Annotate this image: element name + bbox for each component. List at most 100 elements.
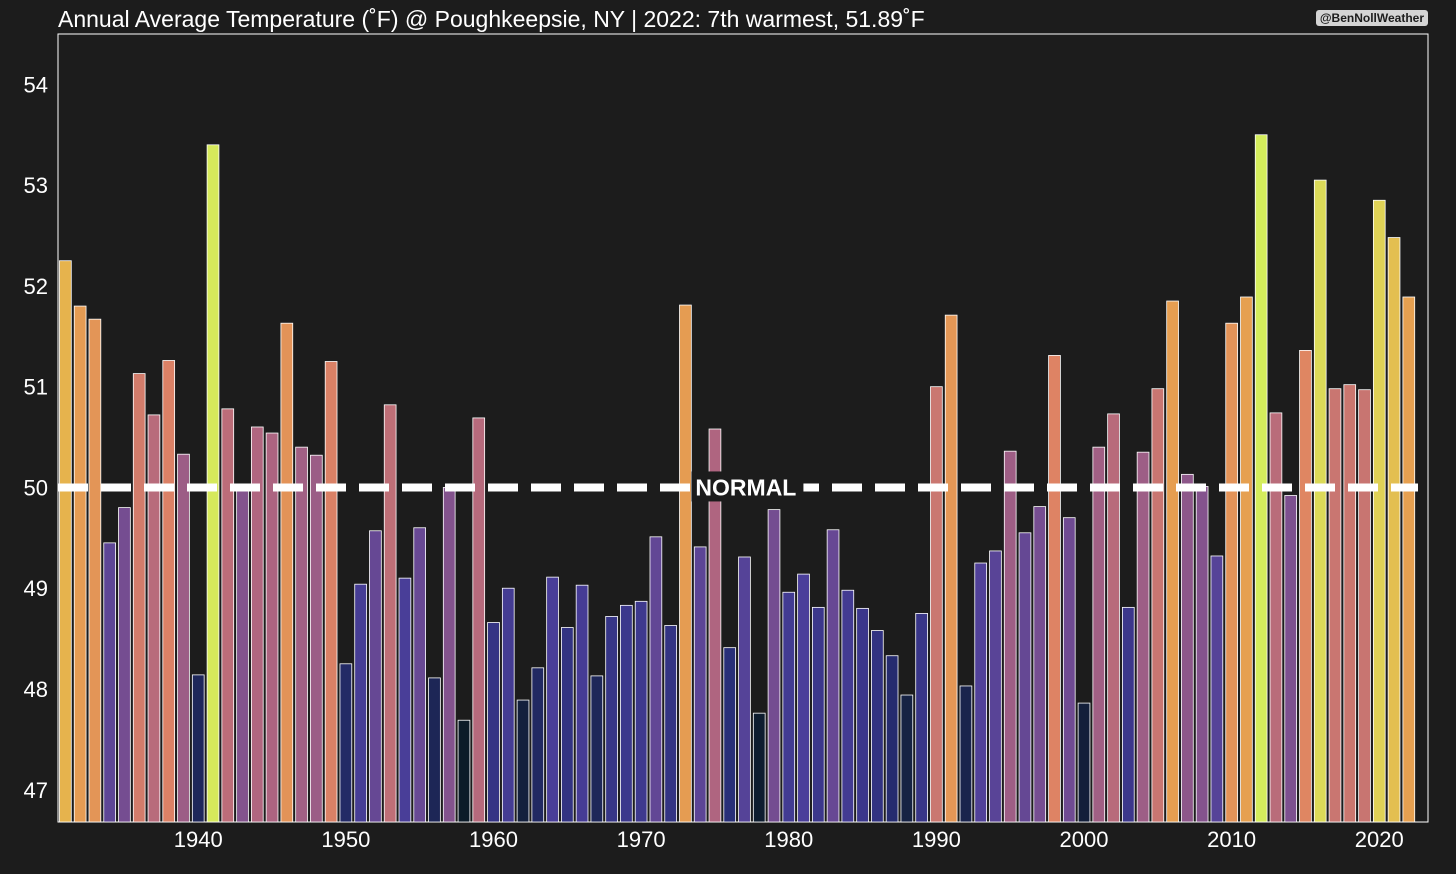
bar-2013 xyxy=(1269,412,1283,823)
normal-label-background xyxy=(691,471,804,502)
bar-1987 xyxy=(885,655,899,823)
bar-1932 xyxy=(73,305,87,823)
bar-1951 xyxy=(354,583,367,823)
chart-title: Annual Average Temperature (˚F) @ Poughk… xyxy=(58,6,925,32)
bar-2011 xyxy=(1240,296,1253,823)
bar-1936 xyxy=(132,373,146,823)
bar-1976 xyxy=(723,647,737,823)
x-tick-label: 1950 xyxy=(321,827,370,852)
normal-line-group: NORMAL xyxy=(58,471,1418,502)
bar-2008 xyxy=(1195,486,1209,823)
x-tick-label: 1980 xyxy=(764,827,813,852)
bar-2014 xyxy=(1284,495,1298,823)
bar-1978 xyxy=(752,712,766,823)
x-tick-label: 1960 xyxy=(469,827,518,852)
bar-2001 xyxy=(1092,446,1106,823)
bar-1959 xyxy=(472,417,486,823)
bar-1996 xyxy=(1018,532,1032,823)
y-tick-label: 50 xyxy=(24,475,48,500)
bar-1972 xyxy=(664,625,677,823)
bar-1999 xyxy=(1062,517,1076,823)
y-tick-label: 47 xyxy=(24,778,48,803)
bar-1945 xyxy=(265,432,279,823)
bar-1971 xyxy=(649,536,663,823)
bars-group xyxy=(59,134,1416,823)
bar-2022 xyxy=(1402,296,1416,823)
bar-1973 xyxy=(679,304,692,823)
bar-1955 xyxy=(413,527,427,823)
bar-2009 xyxy=(1210,555,1224,823)
bar-1935 xyxy=(118,507,131,823)
y-tick-label: 48 xyxy=(24,677,48,702)
bar-1967 xyxy=(590,675,604,823)
bar-1962 xyxy=(516,699,530,823)
bar-1966 xyxy=(575,584,589,823)
bar-2004 xyxy=(1136,451,1150,823)
x-tick-label: 1940 xyxy=(174,827,223,852)
bar-1950 xyxy=(339,663,353,823)
bar-2003 xyxy=(1122,606,1135,823)
y-tick-label: 52 xyxy=(24,274,48,299)
bar-1992 xyxy=(959,685,973,823)
bar-1989 xyxy=(915,613,928,823)
bar-1949 xyxy=(324,361,338,823)
bar-1986 xyxy=(871,630,884,823)
bar-1953 xyxy=(383,404,397,823)
bar-1957 xyxy=(442,487,456,823)
bar-1968 xyxy=(605,616,618,823)
bar-1939 xyxy=(177,453,190,823)
bar-2006 xyxy=(1166,300,1179,823)
bar-1979 xyxy=(767,509,781,823)
y-tick-label: 49 xyxy=(24,576,48,601)
bar-1980 xyxy=(782,591,796,823)
bar-1988 xyxy=(900,694,914,823)
bar-1995 xyxy=(1003,450,1017,823)
bar-1942 xyxy=(221,408,235,823)
bar-1965 xyxy=(561,627,574,823)
bar-1970 xyxy=(634,600,648,823)
bar-2007 xyxy=(1181,473,1194,823)
bar-2015 xyxy=(1299,350,1312,823)
bar-1954 xyxy=(398,577,412,823)
bar-2018 xyxy=(1343,384,1357,823)
x-tick-label: 2010 xyxy=(1207,827,1256,852)
bar-1997 xyxy=(1033,506,1047,823)
bar-1963 xyxy=(531,667,545,823)
bar-2021 xyxy=(1387,237,1401,823)
bar-1931 xyxy=(59,260,72,823)
bar-2005 xyxy=(1151,388,1165,823)
bar-1974 xyxy=(693,546,707,823)
bar-1983 xyxy=(826,529,840,823)
x-tick-label: 1970 xyxy=(617,827,666,852)
bar-1948 xyxy=(310,454,323,823)
bar-2010 xyxy=(1225,322,1238,823)
bar-2020 xyxy=(1372,199,1386,823)
bar-1991 xyxy=(944,314,958,823)
x-tick-labels: 1940 1950 1960 1970 1980 1990 2000 2010 2020 xyxy=(174,827,1404,852)
bar-1993 xyxy=(974,562,987,823)
bar-1946 xyxy=(280,322,294,823)
bar-2000 xyxy=(1077,702,1091,823)
bar-1933 xyxy=(88,318,102,823)
bar-1940 xyxy=(191,674,205,823)
bar-1984 xyxy=(841,589,855,823)
bar-1990 xyxy=(930,386,943,823)
bar-1982 xyxy=(811,606,825,823)
x-tick-label: 1990 xyxy=(912,827,961,852)
bar-1944 xyxy=(250,426,264,823)
y-tick-label: 51 xyxy=(24,375,48,400)
bar-1994 xyxy=(989,550,1002,823)
bar-1961 xyxy=(501,587,515,823)
bar-1943 xyxy=(236,487,249,823)
bar-1947 xyxy=(295,446,308,823)
bar-2019 xyxy=(1358,389,1371,823)
bar-1934 xyxy=(103,542,116,823)
bar-1958 xyxy=(457,719,471,823)
bar-1941 xyxy=(206,144,220,823)
bar-2002 xyxy=(1107,413,1120,823)
bar-1956 xyxy=(428,677,441,823)
bar-1938 xyxy=(162,360,176,823)
bar-1998 xyxy=(1048,355,1061,823)
bar-1964 xyxy=(546,576,559,823)
